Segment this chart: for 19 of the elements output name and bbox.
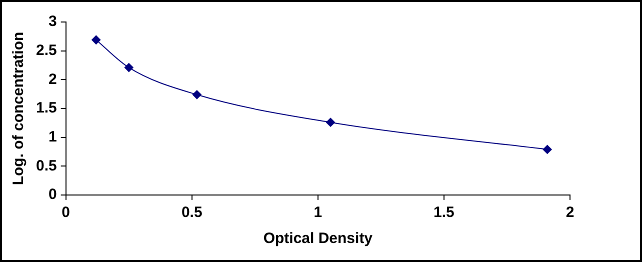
x-tick-label: 2	[566, 204, 574, 222]
x-axis-title: Optical Density	[263, 230, 374, 248]
y-tick-label: 2	[48, 70, 57, 88]
y-axis-title: Log. of concentration	[10, 32, 28, 186]
point	[124, 63, 134, 72]
y-tick-label: 3	[48, 13, 57, 30]
point	[92, 35, 101, 44]
x-tick-label: 1	[314, 204, 322, 222]
y-tick-label: 1.5	[36, 100, 57, 117]
point	[192, 90, 202, 100]
x-tick-label: 0	[62, 204, 70, 222]
x-tick-label: 0.5	[181, 204, 202, 222]
y-tick-label: 0.5	[36, 157, 57, 174]
y-tick-label: 1	[48, 128, 57, 146]
y-tick-label: 0	[48, 186, 57, 204]
point	[542, 144, 552, 154]
point	[326, 118, 336, 127]
y-tick-label: 2.5	[36, 42, 57, 59]
x-tick-label: 1.5	[434, 204, 454, 222]
